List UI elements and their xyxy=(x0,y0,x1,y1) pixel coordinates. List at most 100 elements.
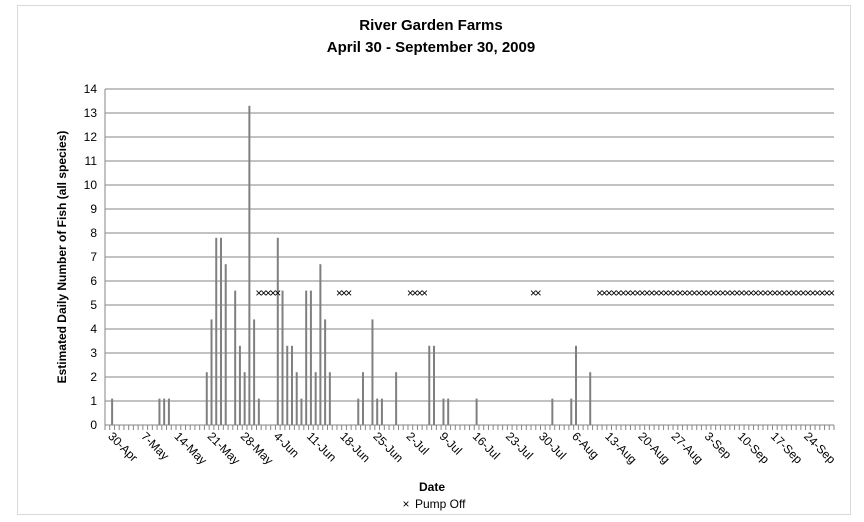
pump-off-marker: × xyxy=(601,286,608,300)
x-tick-label: 30-Jul xyxy=(536,429,569,462)
y-tick-label: 4 xyxy=(90,322,97,336)
pump-off-marker: × xyxy=(662,286,669,300)
bar xyxy=(286,345,289,425)
bar xyxy=(295,372,298,425)
bar xyxy=(433,345,435,425)
y-tick-label: 13 xyxy=(84,106,98,120)
bar xyxy=(276,237,279,425)
pump-off-marker: × xyxy=(639,286,646,300)
bar xyxy=(205,372,208,425)
pump-off-marker: × xyxy=(781,286,788,300)
bar xyxy=(158,398,161,425)
x-axis-title: Date xyxy=(419,480,445,494)
bar xyxy=(234,290,237,425)
bar xyxy=(167,398,170,425)
gridlines xyxy=(104,88,834,426)
x-tick-label: 3-Sep xyxy=(702,429,735,462)
y-tick-label: 2 xyxy=(90,370,97,384)
x-tick-label: 10-Sep xyxy=(735,429,772,466)
pump-off-marker: × xyxy=(729,286,736,300)
bar xyxy=(447,398,450,425)
bar xyxy=(248,105,251,426)
pump-off-marker: × xyxy=(270,286,277,300)
pump-off-marker: × xyxy=(790,286,797,300)
x-tick-label: 27-Aug xyxy=(669,429,706,466)
y-tick-label: 12 xyxy=(84,130,98,144)
x-tick-label: 30-Apr xyxy=(105,429,140,464)
bar xyxy=(111,398,114,425)
pump-off-marker: × xyxy=(762,286,769,300)
bar xyxy=(238,345,241,425)
x-tick-label: 28-May xyxy=(238,429,276,467)
x-tick-label: 2-Jul xyxy=(403,429,431,457)
bar xyxy=(243,372,246,425)
pump-off-marker: × xyxy=(629,286,636,300)
pump-off-marker: × xyxy=(596,286,603,300)
x-tick-label: 17-Sep xyxy=(768,429,805,466)
y-tick-label: 1 xyxy=(90,394,97,408)
bar xyxy=(215,237,218,425)
y-tick-label: 7 xyxy=(90,250,97,264)
bar xyxy=(309,290,312,425)
pump-off-marker: × xyxy=(407,286,414,300)
pump-off-marker: × xyxy=(743,286,750,300)
pump-off-marker: × xyxy=(341,286,348,300)
y-axis-title: Estimated Daily Number of Fish (all spec… xyxy=(55,131,69,384)
pump-off-marker: × xyxy=(672,286,679,300)
pump-off-marker: × xyxy=(681,286,688,300)
chart-title: River Garden Farms xyxy=(359,17,502,34)
pump-off-marker: × xyxy=(336,286,343,300)
pump-off-marker: × xyxy=(644,286,651,300)
x-tick-label: 6-Aug xyxy=(569,429,602,462)
pump-off-marker: × xyxy=(748,286,755,300)
bar xyxy=(475,398,478,425)
bar xyxy=(357,398,360,425)
bar xyxy=(380,398,383,425)
x-tick-label: 21-May xyxy=(205,429,243,467)
pump-off-marker: × xyxy=(535,286,542,300)
bar xyxy=(219,237,222,425)
chart-subtitle: April 30 - September 30, 2009 xyxy=(327,39,535,56)
x-tick-label: 24-Sep xyxy=(801,429,838,466)
pump-off-markers: ××××× ××× ×××× ×× ××××××××××××××××××××××××××… xyxy=(255,286,835,300)
bar xyxy=(428,345,431,425)
pump-off-marker: × xyxy=(658,286,665,300)
pump-off-marker: × xyxy=(412,286,419,300)
x-tick-label: 4-Jun xyxy=(271,429,302,460)
pump-off-marker: × xyxy=(786,286,793,300)
bar xyxy=(281,290,284,425)
x-tick-label: 16-Jul xyxy=(470,429,503,462)
pump-off-marker: × xyxy=(700,286,707,300)
x-tick-label: 25-Jun xyxy=(370,429,406,465)
pump-off-marker: × xyxy=(691,286,698,300)
bar xyxy=(163,398,166,425)
pump-off-marker: × xyxy=(421,286,428,300)
pump-off-marker: × xyxy=(809,286,816,300)
x-tick-label: 9-Jul xyxy=(437,429,465,457)
bar xyxy=(376,398,379,425)
pump-off-marker: × xyxy=(274,286,281,300)
pump-off-marker: × xyxy=(634,286,641,300)
pump-off-marker: × xyxy=(255,286,262,300)
bar xyxy=(253,319,256,425)
y-tick-label: 0 xyxy=(90,418,97,432)
bar xyxy=(442,398,445,425)
x-tick-label: 23-Jul xyxy=(503,429,536,462)
pump-off-marker: × xyxy=(800,286,807,300)
pump-off-marker: × xyxy=(610,286,617,300)
y-tick-label: 9 xyxy=(90,202,97,216)
pump-off-marker: × xyxy=(776,286,783,300)
y-tick-label: 14 xyxy=(84,82,98,96)
x-tick-label: 20-Aug xyxy=(635,429,672,466)
legend-label: Pump Off xyxy=(415,497,466,511)
y-tick-label: 11 xyxy=(85,154,98,168)
x-tick-label: 14-May xyxy=(172,429,210,467)
pump-off-marker: × xyxy=(620,286,627,300)
y-tick-label: 6 xyxy=(90,274,97,288)
bar xyxy=(575,345,578,425)
pump-off-marker: × xyxy=(738,286,745,300)
pump-off-marker: × xyxy=(757,286,764,300)
